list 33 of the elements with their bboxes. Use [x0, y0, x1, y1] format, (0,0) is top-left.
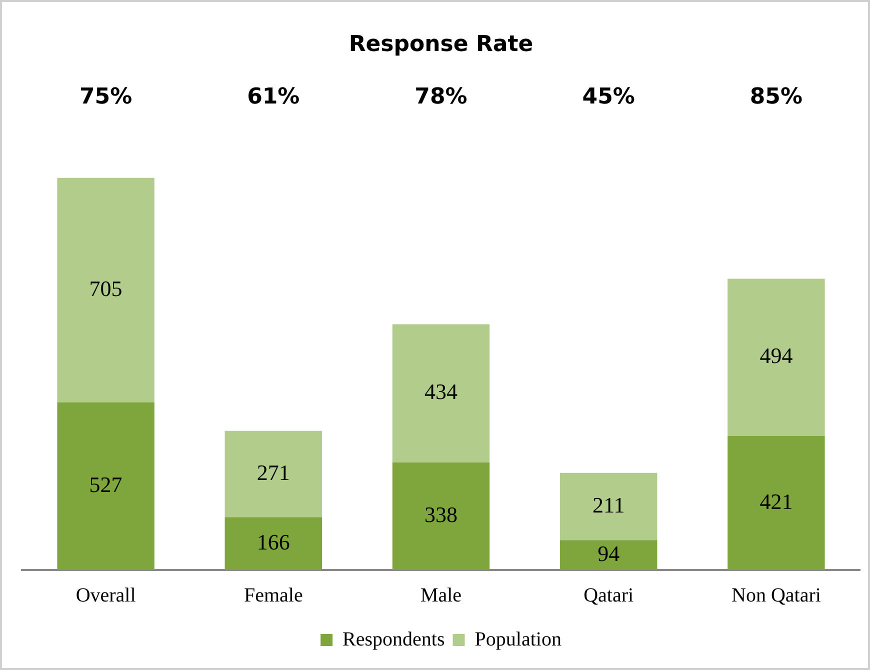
- x-tick-label: Female: [244, 584, 303, 606]
- text: 45%: [582, 84, 635, 110]
- x-tick-label: Non Qatari: [731, 584, 822, 606]
- data-label: 705: [89, 276, 122, 301]
- bar: [728, 436, 825, 570]
- data-label: 166: [256, 529, 290, 554]
- bar: [560, 472, 658, 540]
- data-label: 94: [598, 540, 620, 566]
- bar: [224, 430, 322, 518]
- bar: [392, 462, 490, 570]
- text: 85%: [750, 84, 803, 110]
- data-label: 211: [592, 492, 625, 518]
- bar: [392, 324, 490, 462]
- bar: [728, 278, 825, 436]
- legend-label: Respondents: [342, 628, 445, 650]
- legend-label: Population: [474, 628, 562, 650]
- text: 75%: [79, 84, 132, 110]
- text: 61%: [247, 84, 300, 110]
- data-label: 421: [760, 488, 793, 514]
- bar: [560, 540, 658, 570]
- data-label: 494: [760, 343, 793, 368]
- data-label: 338: [424, 502, 458, 527]
- bar: [57, 178, 154, 402]
- chart-title: Response Rate: [348, 32, 534, 57]
- x-tick-label: Male: [420, 584, 462, 606]
- text: 78%: [414, 84, 468, 110]
- data-label: 271: [256, 460, 290, 485]
- bar: [224, 517, 322, 570]
- data-label: 434: [424, 379, 458, 404]
- x-tick-label: Qatari: [584, 584, 634, 606]
- x-tick-label: Overall: [76, 584, 136, 606]
- bar: [57, 402, 154, 570]
- data-label: 527: [89, 472, 122, 497]
